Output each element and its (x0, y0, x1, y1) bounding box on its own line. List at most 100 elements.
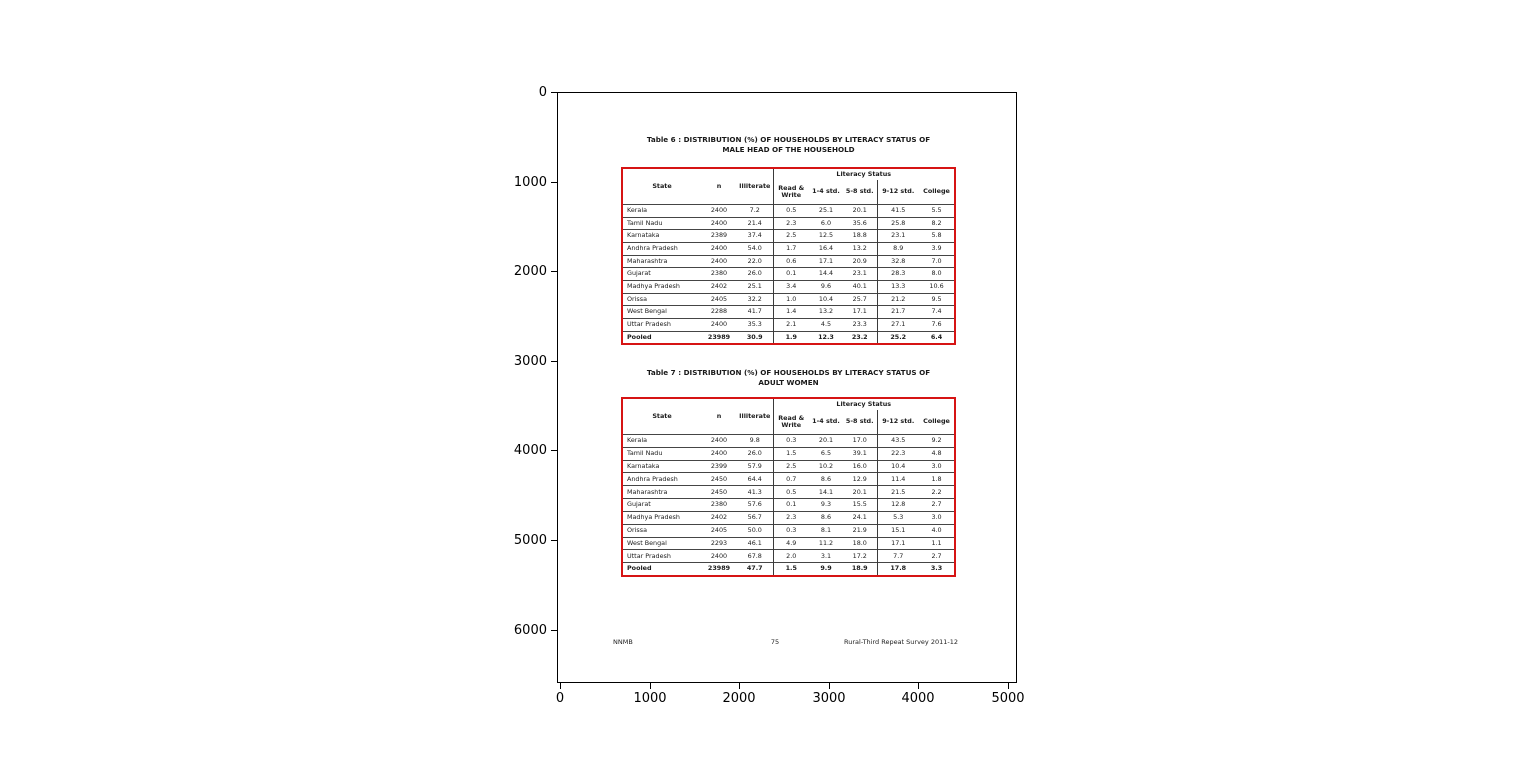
table-cell: Tamil Nadu (623, 216, 701, 230)
table-cell: 14.4 (809, 267, 843, 281)
table-cell: 3.1 (809, 549, 843, 563)
table-row: Gujarat 2380 26.0 0.1 14.4 23.1 28.3 8.0 (623, 267, 955, 281)
table-cell: 23.1 (843, 267, 877, 281)
table-cell: 3.0 (919, 510, 955, 525)
table-cell: 7.6 (919, 317, 955, 332)
table-cell: 12.8 (876, 498, 919, 512)
table-cell: Gujarat (623, 267, 701, 281)
table-cell: 9.2 (919, 434, 955, 448)
table-cell: 2400 (701, 241, 737, 256)
table-cell: 21.9 (843, 523, 877, 538)
table-cell: 3.3 (919, 562, 955, 575)
table-cell: 2402 (701, 279, 737, 294)
footer-org: NNMB (613, 638, 633, 646)
table-cell: 0.1 (772, 498, 809, 512)
table-cell: 2.5 (772, 229, 809, 243)
table-cell: 10.6 (919, 279, 955, 294)
table-cell: 1.4 (772, 305, 809, 319)
y-tick-mark (551, 540, 557, 541)
table-row: West Bengal 2288 41.7 1.4 13.2 17.1 21.7 7.4 (623, 305, 955, 319)
table-cell: 8.9 (876, 241, 919, 256)
table-cell: 0.7 (772, 472, 809, 486)
table-cell: 57.9 (737, 459, 773, 473)
column-header: State (652, 181, 672, 190)
table-row: Maharashtra 2400 22.0 0.6 17.1 20.9 32.8 7.0 (623, 254, 955, 268)
table-cell: 2389 (701, 229, 737, 243)
table-row: Karnataka 2399 57.9 2.5 10.2 16.0 10.4 3.0 (623, 459, 955, 473)
x-tick-label: 3000 (812, 691, 846, 706)
table-cell: 30.9 (737, 330, 773, 343)
table-cell: 1.5 (772, 446, 809, 461)
y-tick-label: 5000 (513, 533, 547, 548)
table-cell: 25.1 (737, 279, 773, 294)
table-cell: 6.5 (809, 446, 843, 461)
table-row: West Bengal 2293 46.1 4.9 11.2 18.0 17.1 1.1 (623, 536, 955, 550)
y-tick-mark (551, 450, 557, 451)
table-cell: 9.6 (809, 279, 843, 294)
table-cell: 20.1 (843, 485, 877, 499)
table-cell: 21.5 (876, 485, 919, 499)
x-tick-mark (560, 683, 561, 689)
table-cell: 23.2 (843, 330, 877, 343)
x-tick-label: 0 (555, 691, 565, 706)
table-cell: 2405 (701, 523, 737, 538)
table-cell: 13.3 (876, 279, 919, 294)
column-header: Illiterate (739, 181, 771, 190)
table-cell: 2402 (701, 510, 737, 525)
table-cell: 2293 (701, 536, 737, 550)
table-row: Tamil Nadu 2400 26.0 1.5 6.5 39.1 22.3 4.8 (623, 446, 955, 461)
table-row: Gujarat 2380 57.6 0.1 9.3 15.5 12.8 2.7 (623, 498, 955, 512)
table-cell: 12.3 (809, 330, 843, 343)
y-tick-label: 4000 (513, 443, 547, 458)
table-cell: 43.5 (876, 434, 919, 448)
x-tick-mark (650, 683, 651, 689)
table-cell: 10.4 (876, 459, 919, 473)
column-header: College (923, 187, 950, 196)
table-cell: 20.1 (843, 204, 877, 218)
table-cell: 11.4 (876, 472, 919, 486)
table-cell: 17.8 (876, 562, 919, 575)
table-cell: 0.5 (772, 204, 809, 218)
table-cell: 2400 (701, 434, 737, 448)
column-header: College (923, 417, 950, 426)
table7-title-line1: Table 7 : DISTRIBUTION (%) OF HOUSEHOLDS… (646, 368, 931, 377)
table-cell: Andhra Pradesh (623, 472, 701, 486)
table-cell: Orissa (623, 523, 701, 538)
table-cell: Uttar Pradesh (623, 317, 701, 332)
table-cell: 4.8 (919, 446, 955, 461)
table-cell: 35.3 (737, 317, 773, 332)
y-tick-mark (551, 92, 557, 93)
table-cell: 2.7 (919, 498, 955, 512)
x-tick-label: 1000 (633, 691, 667, 706)
table-cell: 8.1 (809, 523, 843, 538)
table-cell: 15.1 (876, 523, 919, 538)
x-tick-mark (739, 683, 740, 689)
x-tick-label: 2000 (722, 691, 756, 706)
table-row: Pooled 23989 30.9 1.9 12.3 23.2 25.2 6.4 (623, 330, 955, 343)
table-cell: 7.7 (876, 549, 919, 563)
table-cell: Karnataka (623, 229, 701, 243)
table-cell: Orissa (623, 292, 701, 306)
table-cell: 6.0 (809, 216, 843, 230)
y-tick-mark (551, 630, 557, 631)
table-row: Uttar Pradesh 2400 67.8 2.0 3.1 17.2 7.7 2.7 (623, 549, 955, 563)
table-cell: 10.4 (809, 292, 843, 306)
x-tick-mark (918, 683, 919, 689)
table-cell: 2288 (701, 305, 737, 319)
table-cell: 3.9 (919, 241, 955, 256)
table-cell: 16.4 (809, 241, 843, 256)
table-cell: 1.0 (772, 292, 809, 306)
table-cell: 0.6 (772, 254, 809, 268)
table-row: Orissa 2405 32.2 1.0 10.4 25.7 21.2 9.5 (623, 292, 955, 306)
table-cell: 54.0 (737, 241, 773, 256)
table-cell: West Bengal (623, 305, 701, 319)
table-cell: 22.3 (876, 446, 919, 461)
x-tick-mark (829, 683, 830, 689)
table-cell: 1.1 (919, 536, 955, 550)
table-cell: 27.1 (876, 317, 919, 332)
footer-survey-name: Rural-Third Repeat Survey 2011-12 (844, 638, 958, 646)
table-cell: 0.3 (772, 523, 809, 538)
table-row: Madhya Pradesh 2402 25.1 3.4 9.6 40.1 13.3 10.6 (623, 279, 955, 294)
table-cell: 41.7 (737, 305, 773, 319)
table-cell: Andhra Pradesh (623, 241, 701, 256)
